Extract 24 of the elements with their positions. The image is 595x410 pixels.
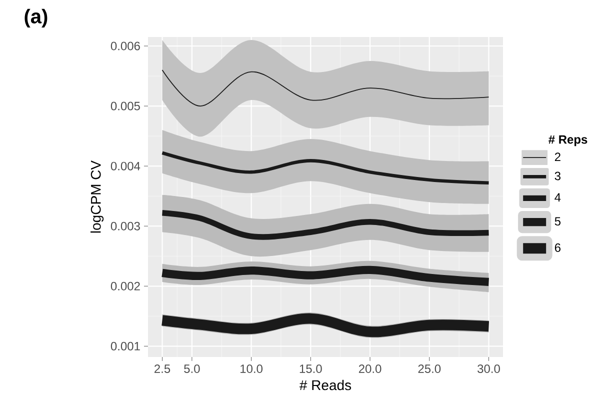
y-tick-label: 0.004 <box>110 162 140 170</box>
line-series <box>160 151 490 185</box>
legend-label: 3 <box>554 172 560 180</box>
legend-label: 4 <box>554 193 561 202</box>
x-tick-label: 25.0 <box>418 364 441 374</box>
y-axis-title: logCPM CV <box>90 160 104 233</box>
x-tick-label: 5.0 <box>184 364 200 374</box>
y-tick-label: 0.001 <box>110 342 140 350</box>
chart-title: (a) <box>24 8 48 28</box>
legend-label: 6 <box>554 243 560 252</box>
x-tick-label: 30.0 <box>478 364 500 374</box>
x-tick-label: 15.0 <box>300 364 322 374</box>
y-tick-label: 0.005 <box>110 102 140 110</box>
legend-label: 5 <box>554 217 561 226</box>
x-tick-label: 10.0 <box>240 364 263 374</box>
line-series <box>162 70 490 106</box>
y-tick-label: 0.006 <box>110 42 140 50</box>
legend-title: # Reps <box>548 135 588 146</box>
y-tick-label: 0.003 <box>110 222 140 230</box>
legend-label: 2 <box>554 152 560 162</box>
x-tick-label: 2.5 <box>154 364 170 374</box>
y-tick-label: 0.002 <box>110 282 140 290</box>
x-tick-label: 20.0 <box>358 364 382 374</box>
x-axis-title: # Reads <box>299 380 352 390</box>
